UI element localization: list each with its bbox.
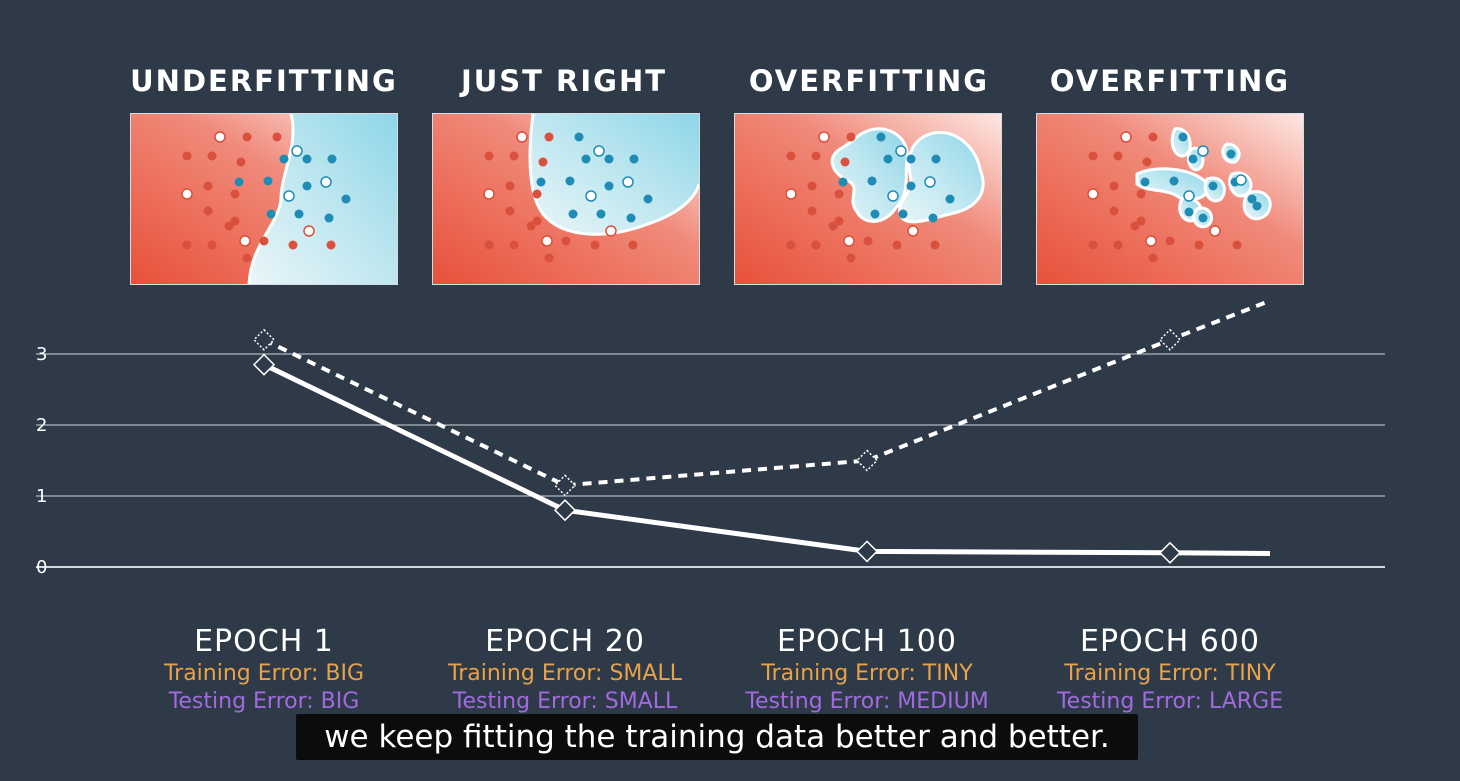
training-error-line: [262, 362, 1271, 557]
y-tick-label: 0: [36, 557, 47, 578]
data-point-marker: [252, 328, 276, 351]
testing-error-text: Testing Error: BIG: [168, 689, 360, 714]
training-error-text: Training Error: SMALL: [448, 661, 682, 686]
underfitting-panel: [130, 113, 398, 285]
grid-lines: [36, 353, 1385, 568]
epoch-block-1: EPOCH 1 Training Error: BIG Testing Erro…: [104, 624, 424, 716]
data-point-marker: [1158, 541, 1182, 564]
epoch-block-600: EPOCH 600 Training Error: TINY Testing E…: [1010, 624, 1330, 716]
y-tick-label: 1: [36, 486, 47, 507]
panel-title-underfitting: UNDERFITTING: [130, 64, 398, 98]
testing-error-text: Testing Error: LARGE: [1056, 689, 1284, 714]
just-right-panel: [432, 113, 700, 285]
data-point-marker: [553, 474, 577, 497]
data-point-marker: [553, 499, 577, 522]
video-caption: we keep fitting the training data better…: [296, 714, 1138, 760]
testing-error-text: Testing Error: SMALL: [452, 689, 678, 714]
y-tick-label: 3: [36, 344, 47, 365]
overfitting-panel-epoch-600: [1036, 113, 1304, 285]
epoch-block-20: EPOCH 20 Training Error: SMALL Testing E…: [405, 624, 725, 716]
training-error-text: Training Error: BIG: [163, 661, 365, 686]
y-tick-label: 2: [36, 415, 47, 436]
training-error-text: Training Error: TINY: [1064, 661, 1276, 686]
series-lines: [262, 298, 1271, 557]
data-point-marker: [855, 449, 879, 472]
panel-title-just-right: JUST RIGHT: [460, 64, 668, 98]
error-chart: 0 1 2 3: [36, 298, 1385, 578]
panel-title-overfitting-2: OVERFITTING: [1049, 64, 1291, 98]
epoch-block-100: EPOCH 100 Training Error: TINY Testing E…: [707, 624, 1027, 716]
testing-error-line: [263, 298, 1271, 488]
epoch-label: EPOCH 600: [1080, 624, 1260, 659]
training-error-text: Training Error: TINY: [761, 661, 973, 686]
epoch-label: EPOCH 20: [485, 624, 645, 659]
data-point-marker: [252, 353, 276, 376]
epoch-label: EPOCH 100: [777, 624, 957, 659]
data-point-marker: [1158, 328, 1182, 351]
testing-error-text: Testing Error: MEDIUM: [745, 689, 989, 714]
overfitting-panel-epoch-100: [734, 113, 1002, 285]
data-point-marker: [855, 540, 879, 563]
y-axis-ticks: 0 1 2 3: [36, 344, 47, 578]
epoch-label: EPOCH 1: [194, 624, 334, 659]
panel-title-overfitting-1: OVERFITTING: [748, 64, 990, 98]
series-markers: [252, 328, 1182, 564]
